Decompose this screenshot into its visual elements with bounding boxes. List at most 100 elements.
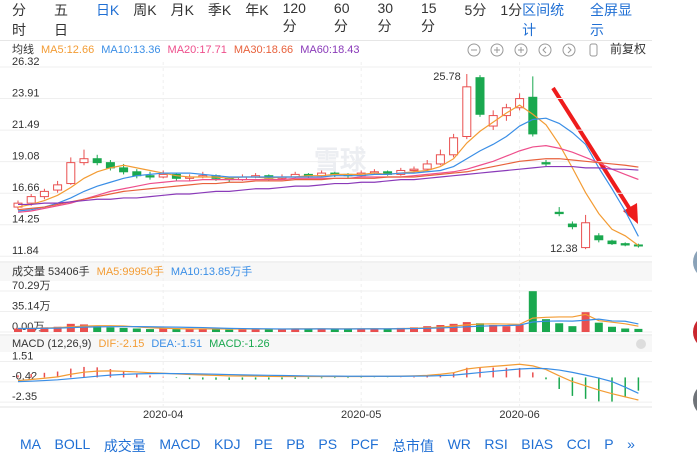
- period-tab[interactable]: 季K: [207, 2, 232, 18]
- indicator-tab[interactable]: PS: [318, 436, 338, 452]
- period-tab[interactable]: 1分: [500, 2, 523, 18]
- volume-bar: [330, 329, 339, 332]
- dea-line: [17, 367, 639, 394]
- candle-body: [501, 107, 511, 117]
- y-tick-label: 70.29万: [12, 280, 51, 292]
- period-tab[interactable]: 周K: [133, 2, 157, 18]
- y-tick-label: 14.25: [12, 214, 40, 226]
- period-tab[interactable]: 分时: [12, 2, 26, 38]
- volume-ma-line: [17, 318, 639, 330]
- legend-item: MA10:13.36: [101, 44, 160, 56]
- period-tab[interactable]: 15分: [421, 0, 437, 34]
- ma-line: [17, 104, 639, 246]
- icon-adjust[interactable]: [589, 43, 598, 57]
- volume-bar: [528, 291, 537, 332]
- period-tab[interactable]: 日K: [95, 2, 120, 18]
- volume-bar: [634, 328, 643, 332]
- volume-bar: [410, 327, 418, 332]
- adjust-label[interactable]: 前复权: [610, 41, 646, 56]
- period-tab[interactable]: 年K: [245, 2, 269, 18]
- volume-bar: [581, 312, 590, 332]
- toolbar-button[interactable]: 区间统计: [522, 2, 565, 38]
- volume-bar: [291, 328, 300, 332]
- icon-zoom-out[interactable]: [467, 43, 481, 57]
- candle-body: [567, 223, 577, 228]
- legend-item: MA5:99950手: [97, 264, 164, 278]
- period-tab[interactable]: 月K: [170, 2, 194, 18]
- y-tick-label: 23.91: [12, 87, 40, 99]
- candle-body: [541, 162, 551, 165]
- candle-body: [435, 154, 445, 165]
- ma-line: [17, 145, 639, 213]
- legend-item: MA60:18.43: [300, 44, 359, 56]
- indicator-tab[interactable]: 总市值: [392, 438, 435, 453]
- icon-close[interactable]: [636, 339, 646, 349]
- indicator-tab[interactable]: 成交量: [103, 438, 146, 453]
- legend-item: MA5:12.66: [41, 44, 94, 56]
- indicator-tab[interactable]: CCI: [566, 436, 591, 452]
- legend-item: MACD (12,26,9): [12, 338, 91, 350]
- period-bar: 分时 五日 日K 周K 月K 季K 年K 120分 60分 30分 15分 5分 1分 区间统计 全屏显示: [0, 0, 652, 41]
- icon-zoom-in[interactable]: [514, 43, 528, 57]
- indicator-tabs: MA BOLL 成交量 MACD KDJ PE PB PS PCF 总市值 WR RSI BIAS CCI…: [0, 436, 652, 453]
- volume-bar: [40, 327, 49, 332]
- candle-body: [119, 167, 129, 173]
- x-tick-label: 2020-06: [499, 409, 539, 421]
- candle-body: [158, 173, 168, 178]
- candle-body: [79, 158, 89, 164]
- icon-right[interactable]: [562, 43, 576, 57]
- indicator-tab[interactable]: BOLL: [54, 436, 91, 452]
- period-tab[interactable]: 5分: [464, 2, 487, 18]
- y-tick-label: 21.49: [12, 119, 40, 131]
- ma-line: [17, 117, 639, 237]
- indicator-tab[interactable]: PE: [254, 436, 273, 452]
- volume-bar: [106, 327, 115, 332]
- period-tab[interactable]: 60分: [333, 0, 350, 34]
- period-tab[interactable]: 30分: [377, 0, 394, 34]
- volume-bar: [396, 327, 405, 332]
- period-tab[interactable]: 120分: [282, 0, 306, 34]
- red-arrow: [551, 86, 638, 224]
- volume-bar: [608, 326, 616, 332]
- candle-body: [594, 235, 604, 241]
- y-tick-label: 35.14万: [12, 300, 51, 312]
- legend-item: MA30:18.66: [234, 44, 293, 56]
- volume-bar: [172, 329, 181, 332]
- indicator-tab[interactable]: »: [627, 436, 635, 452]
- legend-item: MA20:17.71: [168, 44, 227, 56]
- legend-item: 均线: [12, 42, 34, 56]
- volume-bar: [225, 329, 234, 332]
- indicator-tab[interactable]: BIAS: [521, 436, 554, 452]
- icon-left[interactable]: [538, 43, 552, 57]
- volume-bar: [212, 329, 220, 332]
- volume-bar: [383, 329, 392, 332]
- candle-body: [607, 240, 617, 245]
- volume-bar: [146, 329, 154, 332]
- period-tab[interactable]: 五日: [53, 2, 68, 38]
- indicator-tab[interactable]: KDJ: [214, 436, 241, 452]
- candle-body: [53, 184, 63, 191]
- ma-line: [18, 165, 639, 206]
- indicator-tab[interactable]: PB: [286, 436, 305, 452]
- legend-item: DIF:-2.15: [98, 338, 144, 350]
- indicator-tab[interactable]: PCF: [350, 436, 379, 452]
- candle-body: [449, 137, 459, 156]
- indicator-tab[interactable]: RSI: [484, 436, 508, 452]
- indicator-tab[interactable]: WR: [447, 436, 471, 452]
- y-tick-label: 19.08: [12, 150, 40, 162]
- y-tick-label: 26.32: [12, 56, 40, 68]
- indicator-tab[interactable]: P: [604, 436, 614, 452]
- volume-bar: [304, 329, 313, 332]
- toolbar-button[interactable]: 全屏显示: [590, 2, 633, 38]
- candle-body: [528, 96, 538, 135]
- volume-bar: [502, 326, 511, 332]
- indicator-tab[interactable]: MACD: [159, 436, 201, 452]
- candle-body: [488, 115, 498, 127]
- volume-bar: [515, 325, 524, 332]
- indicator-tab[interactable]: MA: [20, 436, 41, 452]
- candle-body: [475, 77, 485, 115]
- volume-bar: [27, 327, 36, 332]
- icon-zoom-in[interactable]: [490, 43, 504, 57]
- y-tick-label: -2.35: [12, 391, 37, 403]
- candle-body: [145, 175, 155, 178]
